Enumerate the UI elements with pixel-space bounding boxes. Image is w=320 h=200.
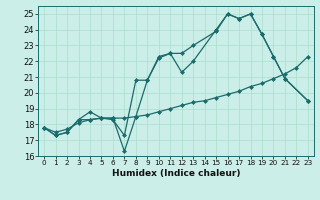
X-axis label: Humidex (Indice chaleur): Humidex (Indice chaleur) xyxy=(112,169,240,178)
